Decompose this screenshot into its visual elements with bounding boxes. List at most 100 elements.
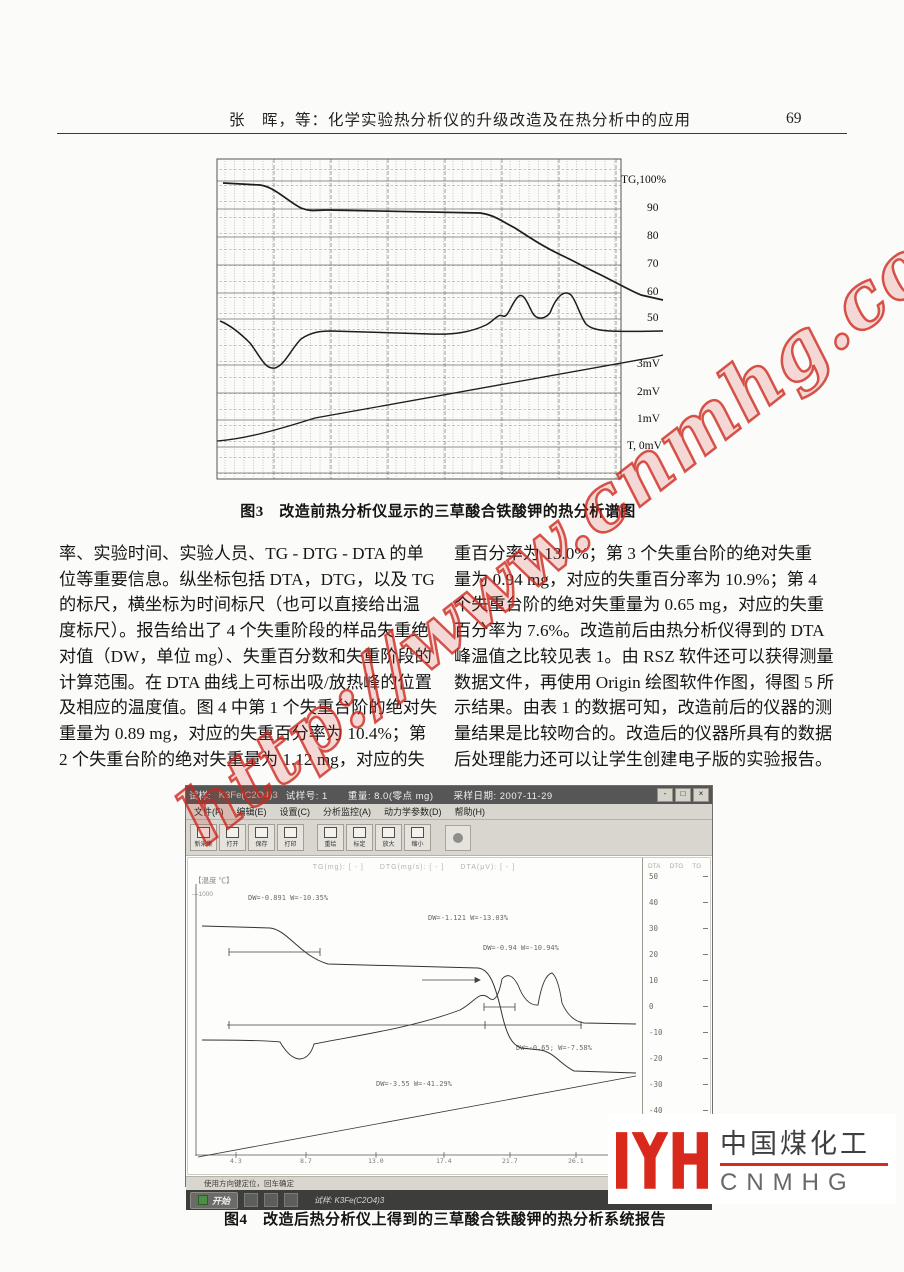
menu-bar: 文件(F) 编辑(E) 设置(C) 分析监控(A) 动力学参数(D) 帮助(H) [186, 804, 712, 820]
close-button[interactable]: × [693, 788, 709, 802]
toolbar-button-record[interactable] [445, 824, 471, 851]
minimize-button[interactable]: - [657, 788, 673, 802]
new-acquire-icon [197, 827, 210, 838]
start-button[interactable]: 开始 [190, 1191, 239, 1209]
axis-tick [703, 954, 708, 955]
figure4-temperature-ramp [197, 1075, 637, 1158]
text-line: 位等重要信息。纵坐标包括 DTA，DTG，以及 TG [59, 569, 435, 589]
axis-tick [703, 902, 708, 903]
status-text: 使用方向键定位，回车确定 [204, 1179, 294, 1188]
axis-tick [703, 1006, 708, 1007]
figure3-caption: 图3 改造前热分析仪显示的三草酸合铁酸钾的热分析谱图 [240, 504, 636, 520]
toolbar-button-open[interactable]: 打开 [219, 824, 246, 851]
text-line: 个失重台阶的绝对失重量为 0.65 mg，对应的失重 [454, 595, 825, 615]
dta-value: -30 [649, 1080, 663, 1089]
axis-row: -30 [643, 1080, 708, 1106]
figure3-label-90: 90 [647, 202, 659, 214]
taskbar-icon[interactable] [264, 1193, 279, 1207]
dta-value: 30 [649, 924, 659, 933]
weight-loss-annotation-3: DW=-0.94 W=-10.94% [483, 944, 559, 952]
weight-loss-annotation-4: DW=-0.65; W=-7.58% [516, 1044, 592, 1052]
zoom-in-icon [382, 827, 395, 838]
menu-kinetics-params[interactable]: 动力学参数(D) [384, 807, 442, 817]
figure3-label-tg100: TG,100% [621, 174, 667, 186]
menu-edit[interactable]: 编辑(E) [236, 807, 267, 817]
axis-row: -10 [643, 1028, 708, 1054]
body-left-column: 率、实验时间、实验人员、TG - DTG - DTA 的单 位等重要信息。纵坐标… [59, 541, 452, 772]
toolbar-button-label: 标定 [353, 842, 366, 848]
zoom-out-icon [411, 827, 424, 838]
toolbar-button-label: 放大 [382, 842, 395, 848]
text-line: 百分率为 7.6%。改造前后由热分析仪得到的 DTA [454, 621, 825, 641]
axis-tick [703, 876, 708, 877]
taskbar: 开始 试样: K3Fe(C2O4)3 [186, 1190, 712, 1210]
right-axis-panel: DTA DTG TG 50 40 30 20 10 0 -10 -20 -30 … [642, 858, 708, 1174]
temperature-axis-label: 【温度 ℃】 [194, 876, 234, 885]
toolbar-button-redraw[interactable]: 重绘 [317, 824, 344, 851]
axis-tick [703, 980, 708, 981]
menu-help[interactable]: 帮助(H) [454, 807, 486, 817]
text-line: 量结果是比较吻合的。改造后的仪器所具有的数据 [454, 723, 833, 743]
window-controls: - □ × [657, 788, 709, 802]
toolbar: 新采集 打开 保存 打印 重绘 标定 [186, 820, 712, 856]
logo-chinese-name: 中国煤化工 [720, 1128, 870, 1159]
toolbar-button-save[interactable]: 保存 [248, 824, 275, 851]
menu-settings[interactable]: 设置(C) [279, 807, 311, 817]
text-line: 2 个失重台阶的绝对失重量为 1.12 mg，对应的失 [59, 749, 425, 769]
axis-header-dtg: DTG [669, 863, 684, 870]
toolbar-button-zoom-out[interactable]: 缩小 [404, 824, 431, 851]
axis-header-tg: TG [692, 863, 702, 870]
text-line: 量为 0.94 mg，对应的失重百分率为 10.9%；第 4 [454, 569, 817, 589]
text-line: 重量为 0.89 mg，对应的失重百分率为 10.4%；第 [59, 723, 427, 743]
figure4-software-window: 试样: K3Fe(C2O4)3 试样号: 1 重量: 8.0(零点 mg) 采样… [185, 785, 713, 1210]
titlebar-sample-value: K3Fe(C2O4)3 [218, 789, 278, 801]
toolbar-button-label: 缩小 [411, 842, 424, 848]
text-line: 峰温值之比较见表 1。由 RSZ 软件还可以获得测量 [454, 646, 834, 666]
dta-value: -20 [649, 1054, 663, 1063]
axis-tick [703, 928, 708, 929]
text-line: 度标尺）。报告给出了 4 个失重阶段的样品失重绝 [59, 621, 429, 641]
figure3-svg [216, 158, 664, 480]
maximize-button[interactable]: □ [675, 788, 691, 802]
taskbar-sample-task[interactable]: 试样: K3Fe(C2O4)3 [314, 1195, 385, 1205]
titlebar-info: 试样号: 1 重量: 8.0(零点 mg) 采样日期: 2007-11-29 [285, 791, 553, 802]
figure3-label-80: 80 [647, 230, 659, 242]
text-line: 数据文件，再使用 Origin 绘图软件作图，得图 5 所 [454, 672, 835, 692]
plot-scale-header: TG(mg): [ - ] DTG(mg/s): [ - ] DTA(μV): … [312, 864, 516, 871]
axis-row: -40 [643, 1106, 708, 1132]
axis-row: -20 [643, 1054, 708, 1080]
figure4-tg-curve [201, 925, 637, 1074]
menu-analysis-monitor[interactable]: 分析监控(A) [323, 807, 371, 817]
figure3-chart: TG,100% 90 80 70 60 50 3mV 2mV 1mV T, 0m… [215, 153, 670, 493]
dta-value: 50 [649, 872, 659, 881]
logo-text-block: 中国煤化工 CNMHG [720, 1122, 888, 1197]
text-line: 后处理能力还可以让学生创建电子版的实验报告。 [454, 749, 833, 769]
logo-english-name: CNMHG [720, 1168, 856, 1196]
figure3-tg-curve [222, 182, 664, 301]
axis-header-dta: DTA [648, 863, 661, 870]
page-header-title: 张 晖，等：化学实验热分析仪的升级改造及在热分析中的应用 [229, 112, 692, 129]
dta-value: -10 [649, 1028, 663, 1037]
record-dot-icon [453, 832, 463, 843]
axis-tick [703, 1032, 708, 1033]
menu-file[interactable]: 文件(F) [194, 807, 224, 817]
x-tick: 21.7 [502, 1157, 518, 1165]
axis-row: 50 [643, 872, 708, 898]
toolbar-button-calibrate[interactable]: 标定 [346, 824, 373, 851]
measurement-brackets [227, 948, 582, 1029]
titlebar-sample-label: 试样: [189, 791, 211, 802]
toolbar-button-print[interactable]: 打印 [277, 824, 304, 851]
text-line: 重百分率为 13.0%；第 3 个失重台阶的绝对失重 [454, 544, 813, 563]
taskbar-icon[interactable] [284, 1193, 299, 1207]
toolbar-button-zoom-in[interactable]: 放大 [375, 824, 402, 851]
toolbar-button-new-acquire[interactable]: 新采集 [190, 824, 217, 851]
figure3-label-1mv: 1mV [637, 413, 660, 425]
toolbar-button-label: 打印 [284, 842, 297, 848]
dta-value: 0 [649, 1002, 654, 1011]
taskbar-icon[interactable] [244, 1193, 259, 1207]
axis-tick [703, 1084, 708, 1085]
toolbar-button-label: 打开 [226, 842, 239, 848]
figure3-label-t0mv: T, 0mV [627, 440, 662, 452]
axis-row: 20 [643, 950, 708, 976]
cnmhg-monogram-icon [616, 1132, 708, 1189]
